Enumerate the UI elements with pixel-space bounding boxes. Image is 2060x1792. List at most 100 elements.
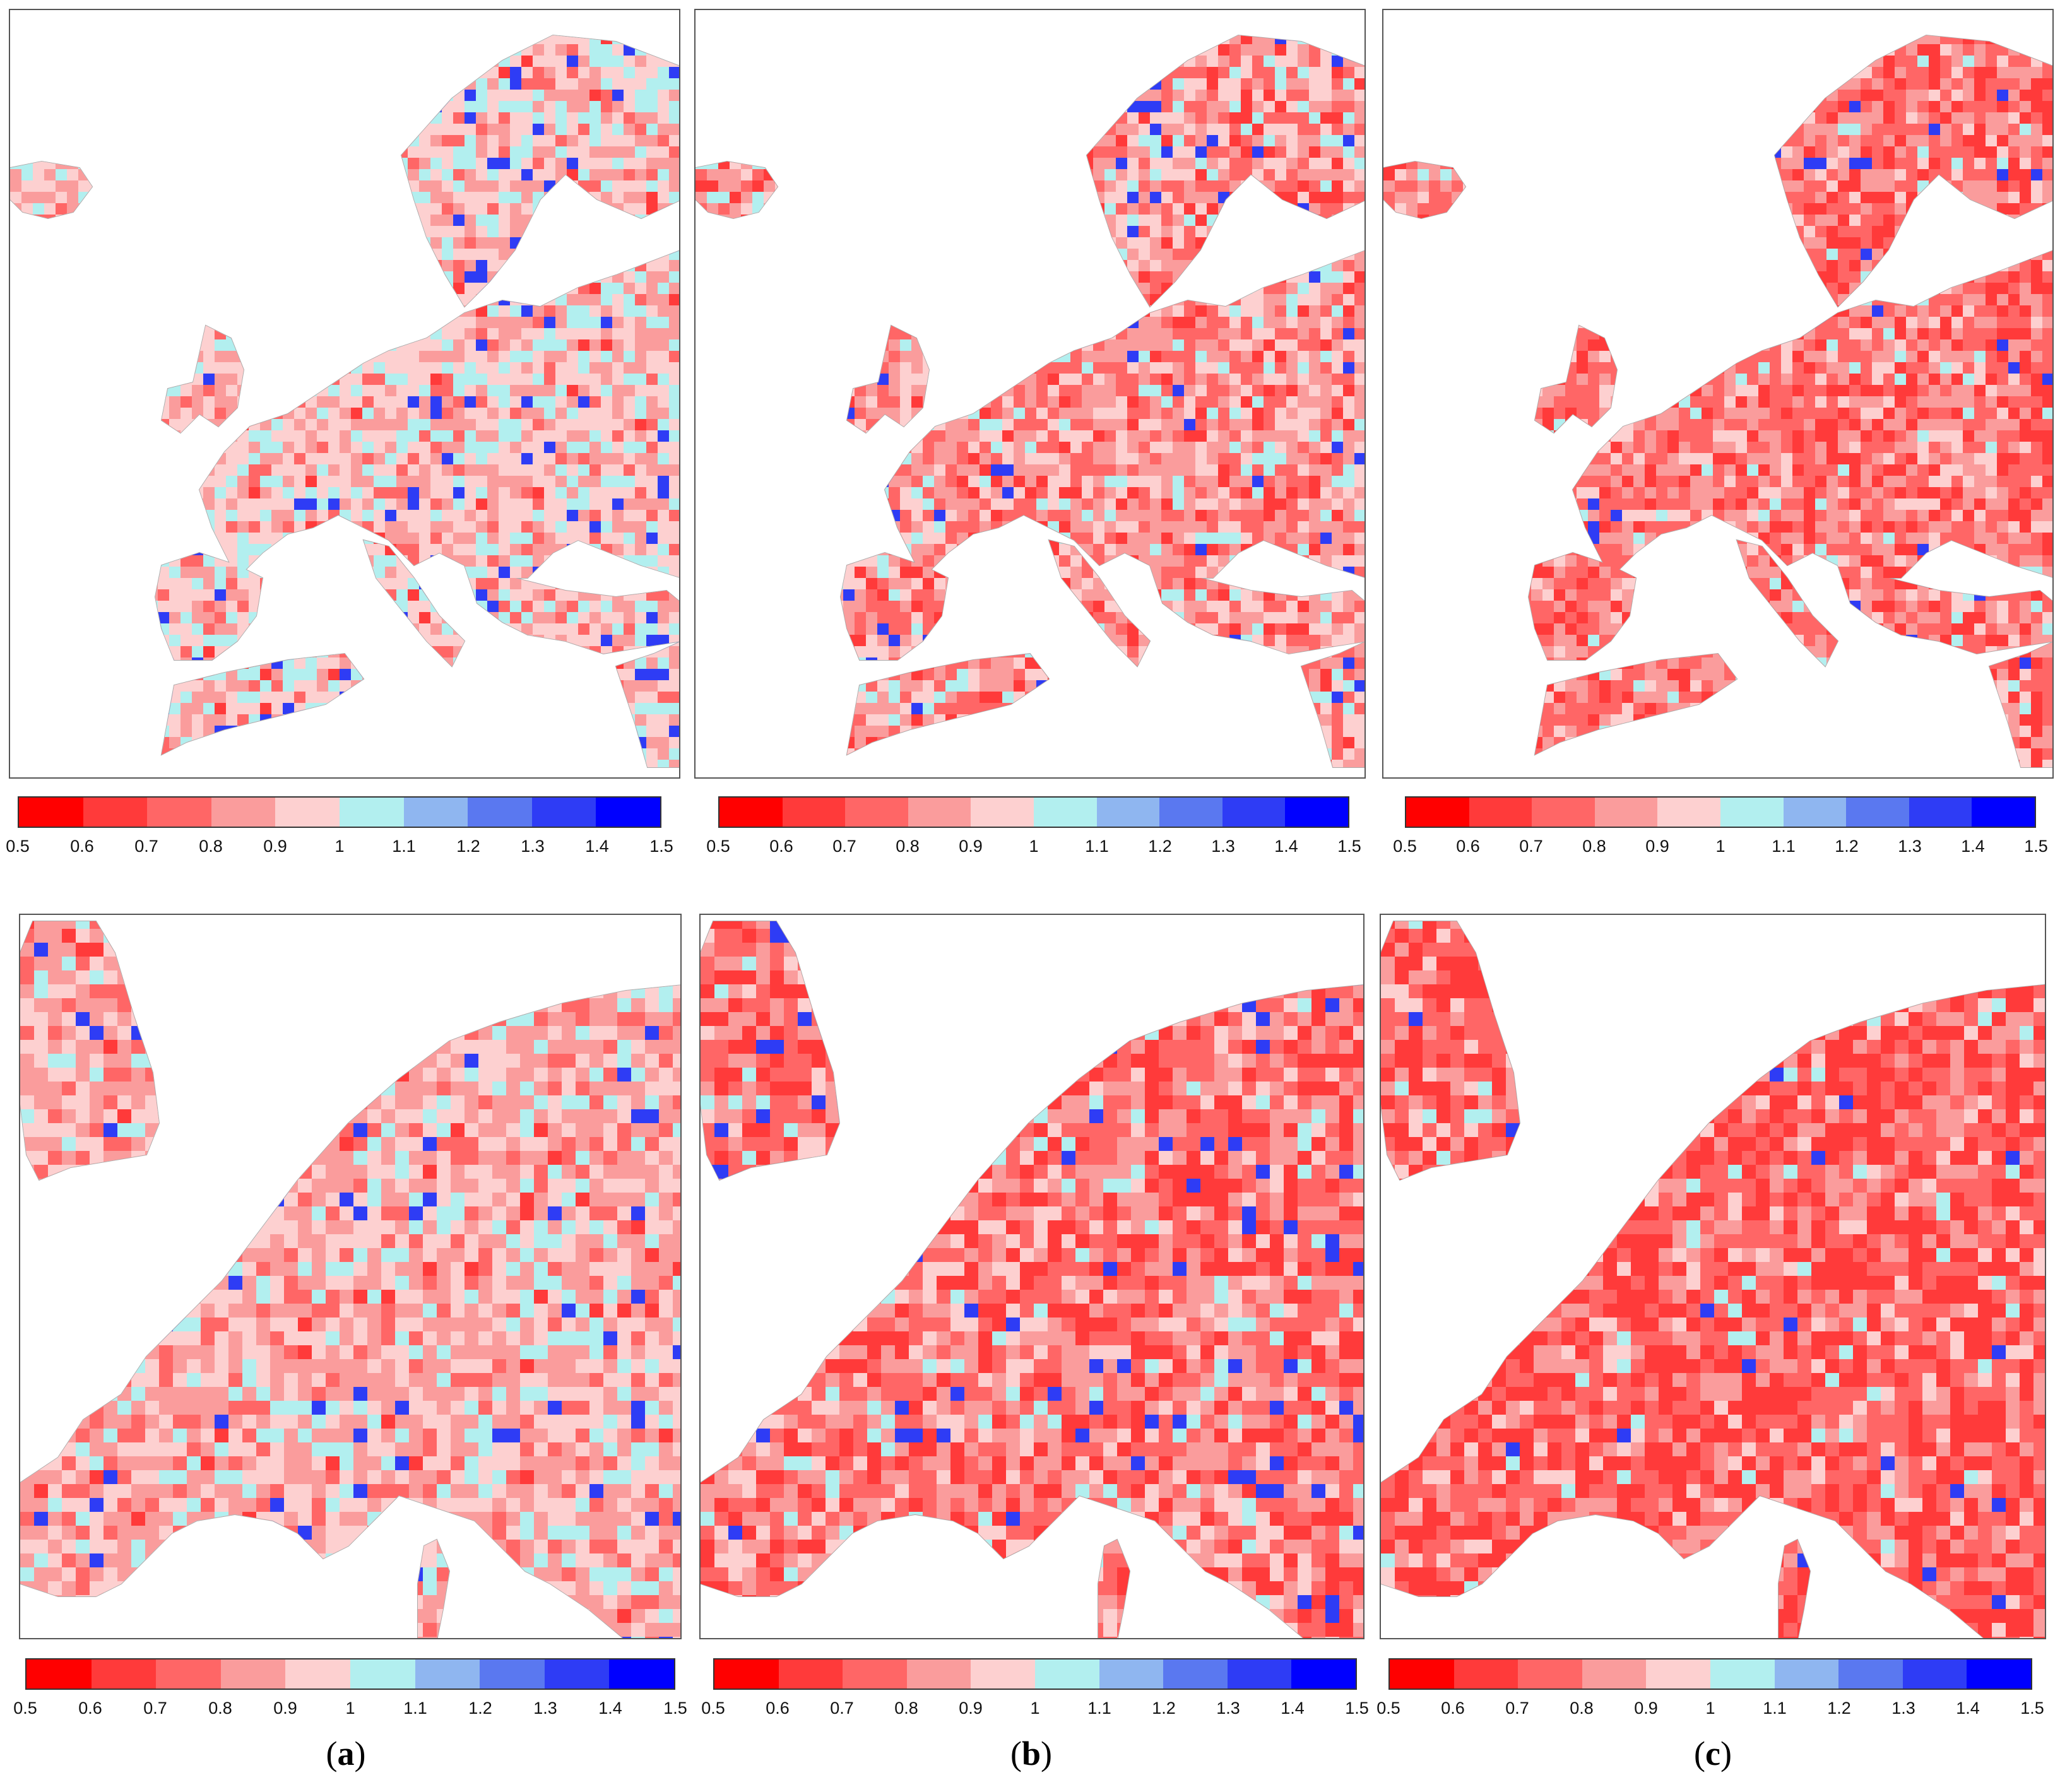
grid-cell bbox=[362, 35, 385, 44]
grid-cell bbox=[169, 44, 192, 67]
grid-cell bbox=[101, 748, 124, 767]
grid-cell bbox=[820, 35, 843, 56]
grid-cell bbox=[67, 35, 90, 56]
grid-cell bbox=[56, 589, 78, 612]
grid-cell bbox=[56, 487, 78, 510]
grid-cell bbox=[135, 748, 158, 767]
grid-cell bbox=[158, 657, 181, 680]
grid-cell bbox=[305, 10, 328, 33]
grid-cell bbox=[820, 78, 843, 101]
grid-cell bbox=[237, 215, 260, 237]
grid-cell bbox=[124, 90, 146, 112]
grid-cell bbox=[101, 692, 124, 714]
grid-cell bbox=[362, 35, 385, 56]
grid-cell bbox=[855, 44, 877, 67]
grid-cell bbox=[101, 464, 124, 487]
grid-cell bbox=[112, 464, 135, 487]
grid-cell bbox=[476, 44, 499, 67]
grid-cell bbox=[90, 226, 112, 249]
grid-cell bbox=[340, 612, 362, 635]
grid-cell bbox=[192, 78, 215, 101]
grid-cell bbox=[1036, 44, 1059, 67]
grid-cell bbox=[374, 44, 396, 67]
grid-cell bbox=[124, 260, 146, 283]
grid-cell bbox=[21, 260, 44, 283]
grid-cell bbox=[317, 169, 340, 192]
grid-cell bbox=[1116, 35, 1139, 44]
grid-cell bbox=[169, 453, 192, 476]
grid-cell bbox=[991, 35, 1014, 56]
grid-cell bbox=[396, 703, 419, 726]
grid-cell bbox=[169, 67, 192, 90]
grid-cell bbox=[991, 180, 1014, 203]
grid-cell bbox=[124, 498, 146, 521]
grid-cell bbox=[396, 112, 419, 135]
grid-cell bbox=[820, 124, 843, 146]
grid-cell bbox=[957, 124, 980, 146]
grid-cell bbox=[328, 612, 351, 635]
grid-cell bbox=[317, 35, 340, 56]
grid-cell bbox=[44, 669, 67, 692]
grid-cell bbox=[340, 67, 362, 90]
grid-cell bbox=[101, 703, 124, 726]
grid-cell bbox=[226, 294, 249, 317]
grid-cell bbox=[10, 237, 33, 260]
grid-cell bbox=[328, 158, 351, 180]
grid-cell bbox=[33, 112, 56, 135]
grid-cell bbox=[33, 135, 56, 158]
grid-cell bbox=[923, 35, 945, 44]
grid-cell bbox=[408, 237, 430, 260]
grid-cell bbox=[124, 396, 146, 419]
grid-cell bbox=[317, 737, 340, 760]
grid-cell bbox=[33, 703, 56, 726]
grid-cell bbox=[923, 158, 945, 180]
grid-cell bbox=[945, 124, 968, 146]
grid-cell bbox=[294, 271, 317, 294]
grid-cell bbox=[21, 657, 44, 680]
grid-cell bbox=[877, 44, 900, 67]
grid-cell bbox=[465, 623, 487, 646]
grid-cell bbox=[1104, 35, 1127, 44]
grid-cell bbox=[1150, 44, 1173, 67]
grid-cell bbox=[33, 737, 56, 760]
grid-cell bbox=[1048, 135, 1070, 158]
grid-cell bbox=[317, 67, 340, 90]
grid-cell bbox=[798, 10, 820, 33]
grid-cell bbox=[271, 283, 294, 305]
grid-cell bbox=[351, 680, 374, 703]
grid-cell bbox=[328, 146, 351, 169]
grid-cell bbox=[283, 635, 305, 657]
grid-cell bbox=[56, 124, 78, 146]
grid-cell bbox=[294, 328, 317, 351]
grid-cell bbox=[533, 680, 555, 703]
grid-cell bbox=[294, 726, 317, 748]
grid-cell bbox=[707, 56, 730, 78]
grid-cell bbox=[203, 771, 226, 779]
grid-cell bbox=[499, 10, 521, 33]
grid-cell bbox=[1014, 112, 1036, 135]
grid-cell bbox=[1002, 35, 1025, 44]
grid-cell bbox=[10, 578, 33, 601]
grid-cell bbox=[934, 35, 957, 44]
grid-cell bbox=[112, 226, 135, 249]
grid-cell bbox=[56, 215, 78, 237]
grid-cell bbox=[521, 680, 544, 703]
grid-cell bbox=[934, 215, 957, 237]
grid-cell bbox=[1048, 158, 1070, 180]
grid-cell bbox=[1127, 35, 1150, 44]
grid-cell bbox=[260, 90, 283, 112]
grid-cell bbox=[855, 56, 877, 78]
grid-cell bbox=[10, 657, 33, 680]
grid-cell bbox=[385, 249, 408, 271]
grid-cell bbox=[741, 135, 764, 158]
grid-cell bbox=[283, 283, 305, 305]
grid-cell bbox=[10, 283, 33, 305]
grid-cell bbox=[33, 589, 56, 612]
grid-cell bbox=[328, 305, 351, 328]
grid-cell bbox=[260, 351, 283, 374]
grid-cell bbox=[112, 237, 135, 260]
grid-cell bbox=[855, 215, 877, 237]
grid-cell bbox=[442, 726, 465, 748]
grid-cell bbox=[146, 442, 169, 464]
grid-cell bbox=[328, 56, 351, 78]
